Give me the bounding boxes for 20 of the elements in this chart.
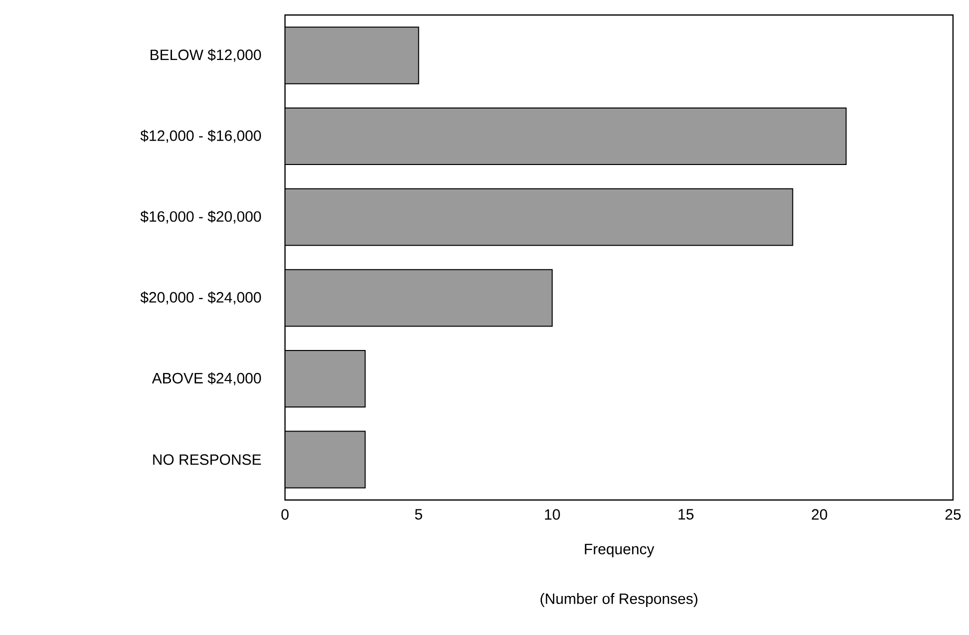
y-tick-label: BELOW $12,000 [150, 48, 261, 62]
y-tick-label: ABOVE $24,000 [152, 372, 261, 386]
x-tick-label: 0 [281, 509, 289, 520]
x-axis-title: Frequency [584, 544, 654, 558]
y-tick-label: $20,000 - $24,000 [140, 291, 261, 304]
y-tick-label: $16,000 - $20,000 [140, 210, 261, 224]
text: (Number of Responses) [540, 593, 698, 607]
bar [285, 269, 553, 327]
bar [285, 107, 847, 166]
bar [285, 26, 420, 84]
bar [285, 188, 794, 246]
bar [285, 430, 366, 488]
y-tick-label: NO RESPONSE [153, 454, 261, 465]
x-tick-label: 25 [945, 509, 961, 520]
x-tick-label: 15 [678, 509, 694, 520]
y-tick-label: $12,000 - $16,000 [140, 130, 261, 143]
x-tick-label: 20 [812, 509, 828, 520]
x-tick-label: 10 [545, 509, 560, 520]
bar [285, 350, 366, 408]
x-tick-label: 5 [415, 509, 422, 520]
